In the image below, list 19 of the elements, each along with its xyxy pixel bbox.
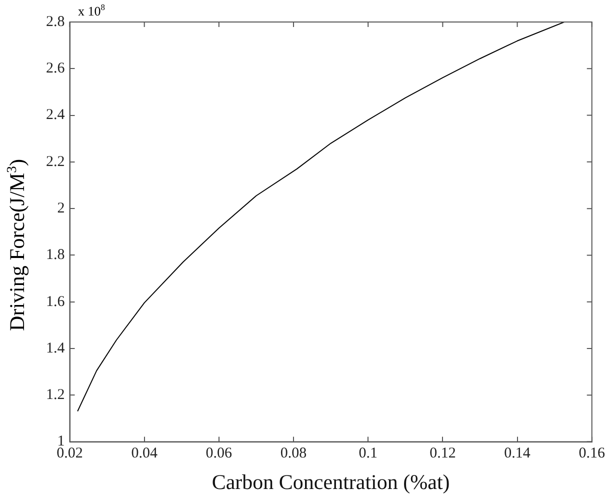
x-tick-label: 0.04: [131, 446, 158, 462]
x-tick-label: 0.1: [358, 446, 378, 462]
y-tick-label: 2.4: [46, 107, 66, 124]
x-axis-title: Carbon Concentration (%at): [212, 470, 450, 494]
text: x 10$^{8}$: [78, 2, 105, 20]
x-tick-label: 0.06: [206, 446, 233, 462]
x-tick-label: 0.02: [56, 446, 83, 462]
y-tick-label: 1.6: [46, 294, 66, 310]
y-tick-label: 1.4: [46, 340, 66, 356]
y-tick-label: 1.2: [46, 387, 65, 404]
y-tick-label: 2.6: [46, 60, 66, 77]
y-tick-label: 1.8: [46, 247, 65, 264]
y-tick-label: 2: [57, 200, 65, 217]
y-tick-label: 2.8: [46, 14, 65, 30]
x-tick-label: 0.08: [280, 446, 307, 462]
x-tick-label: 0.16: [578, 446, 606, 462]
x-tick-label: 0.12: [430, 446, 456, 462]
y-tick-label: 2.2: [46, 154, 65, 170]
x-tick-label: 0.14: [504, 446, 531, 462]
